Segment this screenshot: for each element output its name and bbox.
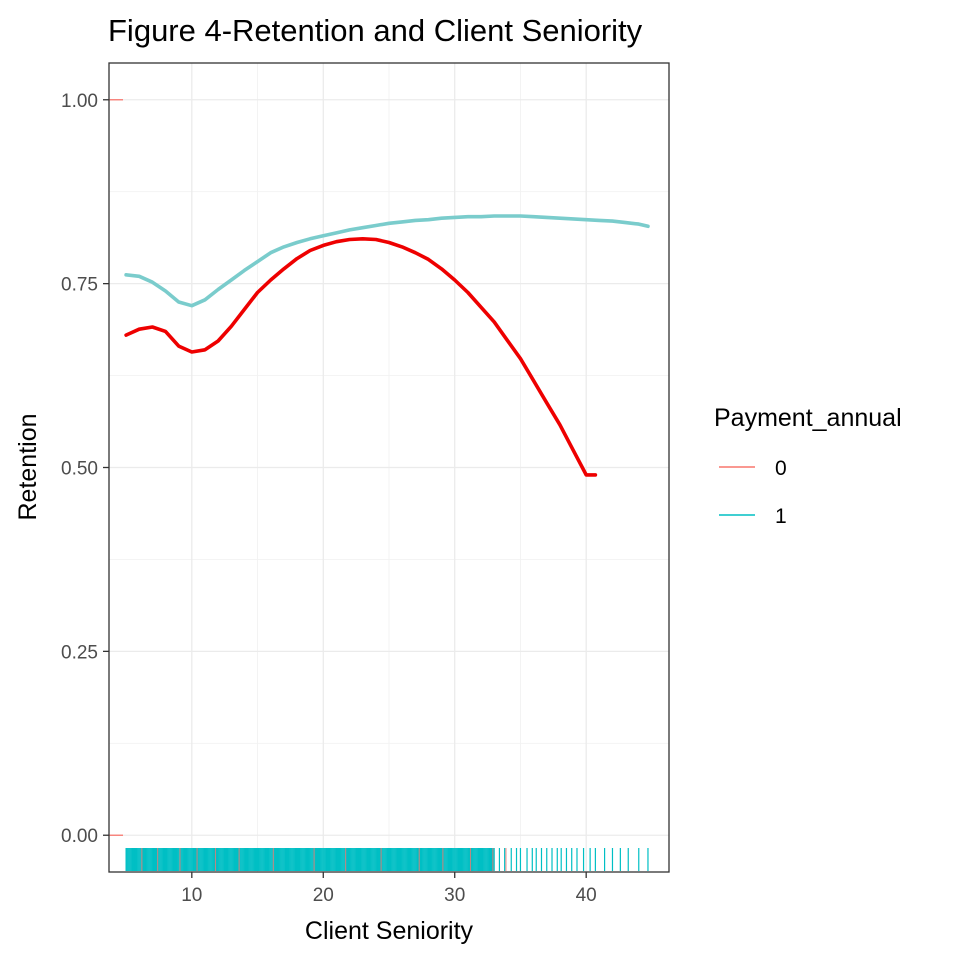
legend-label-0: 0 [775, 457, 787, 480]
y-tick-label: 0.00 [61, 826, 98, 847]
legend: Payment_annual 0 1 [714, 404, 902, 528]
x-axis-title: Client Seniority [305, 917, 474, 945]
x-tick-label: 10 [181, 885, 202, 906]
y-axis-title: Retention [14, 413, 42, 520]
rug-marks [109, 99, 649, 871]
x-tick-label: 20 [313, 885, 334, 906]
legend-title: Payment_annual [714, 404, 902, 432]
y-tick-label: 0.25 [61, 642, 98, 663]
y-tick-label: 0.75 [61, 275, 98, 296]
series-line-0 [124, 237, 598, 477]
legend-label-1: 1 [775, 505, 787, 528]
chart-title: Figure 4-Retention and Client Seniority [108, 13, 643, 48]
grid [109, 63, 669, 872]
y-tick-label: 1.00 [61, 91, 98, 112]
x-tick-label: 30 [444, 885, 465, 906]
y-tick-label: 0.50 [61, 459, 98, 480]
series-line-1 [124, 214, 650, 308]
axis-ticks: 10 20 30 40 0.00 0.25 0.50 0.75 1.00 [61, 91, 597, 906]
series-lines [124, 214, 650, 477]
x-tick-label: 40 [576, 885, 597, 906]
